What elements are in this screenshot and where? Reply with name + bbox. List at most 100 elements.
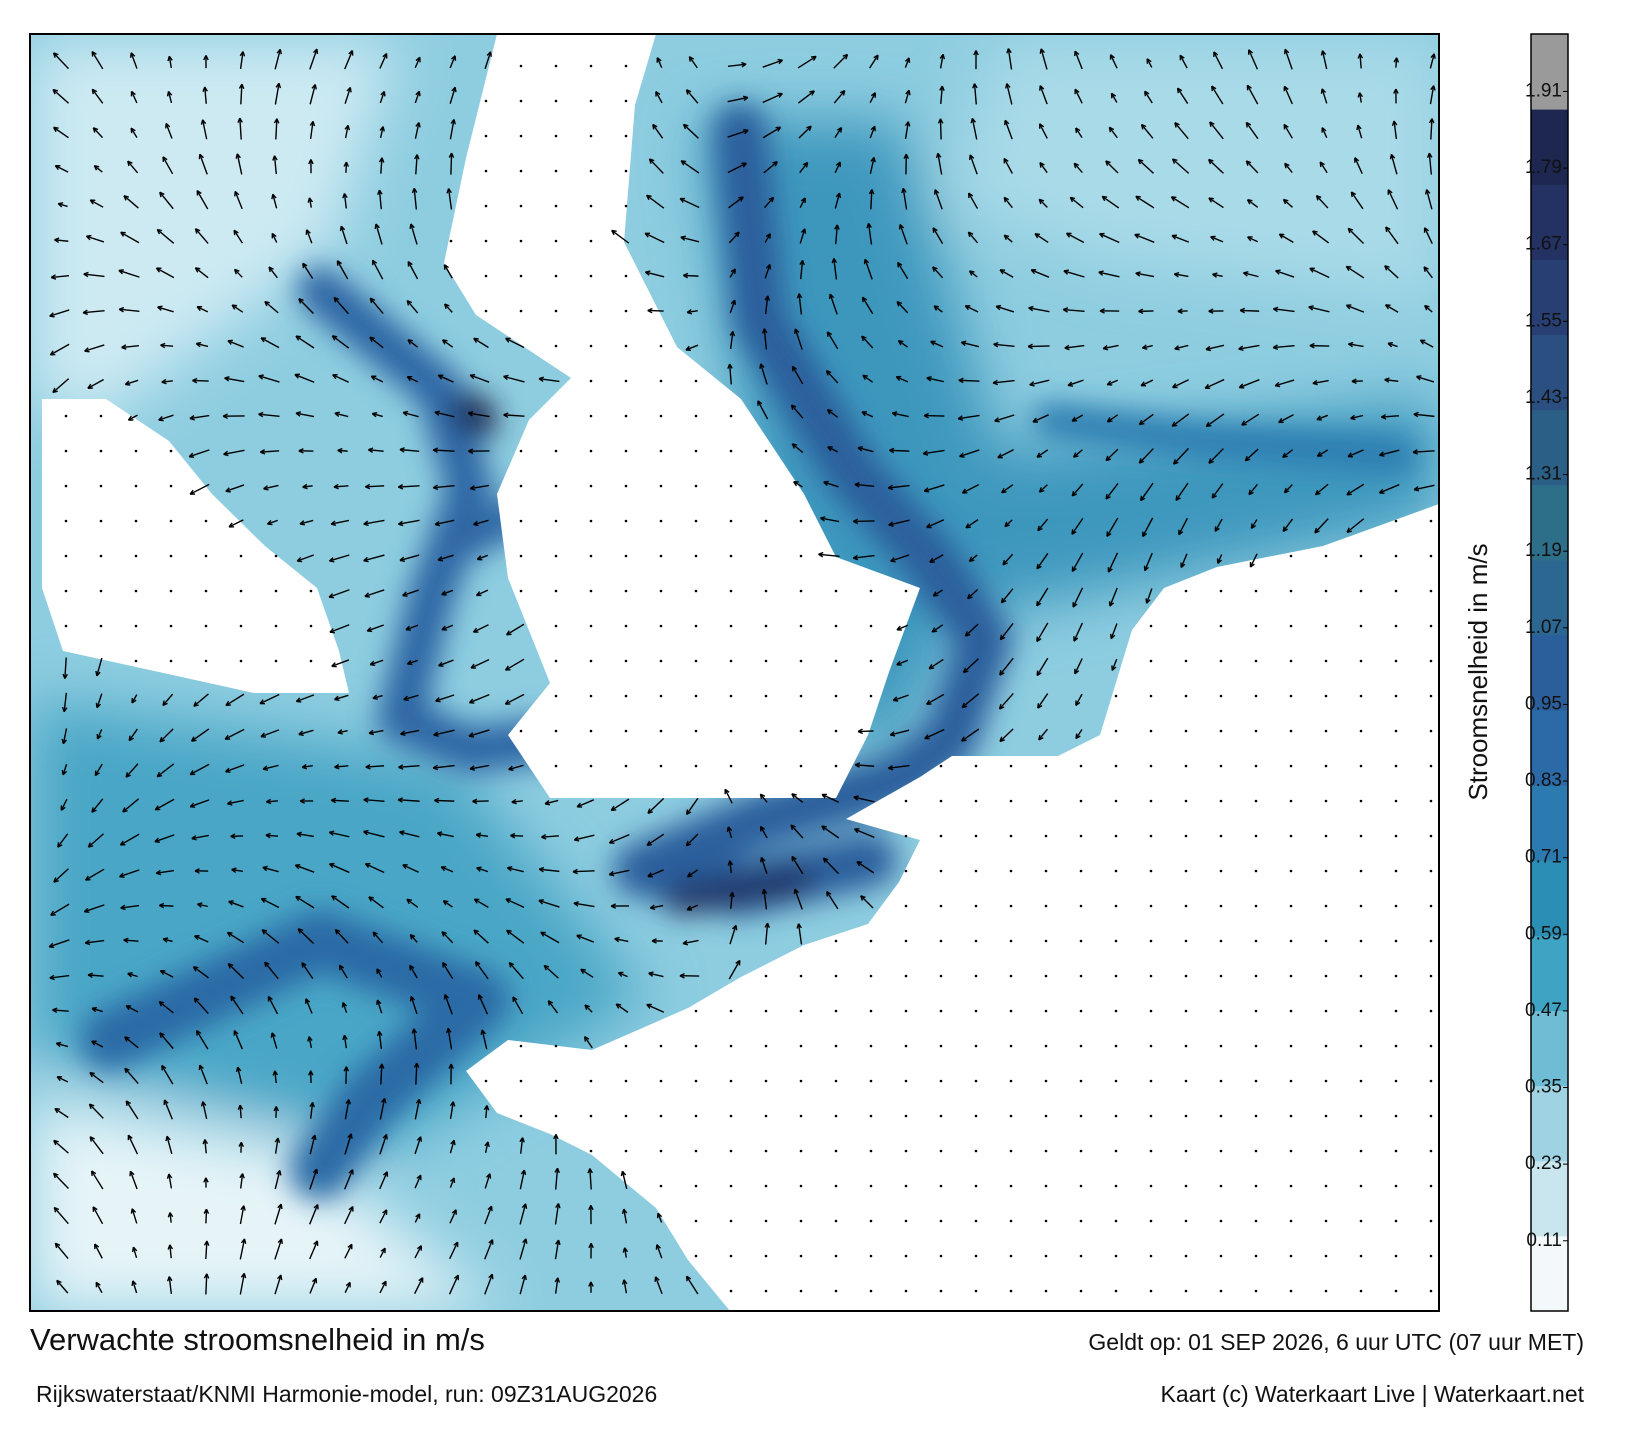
arrow-head xyxy=(863,258,870,265)
arrow-head xyxy=(729,891,735,898)
arrow-head xyxy=(399,556,406,563)
arrow-head xyxy=(1105,455,1112,462)
grid-dot xyxy=(1324,1219,1328,1223)
current-arrow xyxy=(896,659,909,666)
arrow-head xyxy=(368,729,375,736)
arrow-head xyxy=(343,1066,350,1072)
current-arrow xyxy=(1105,482,1119,500)
grid-dot xyxy=(834,1149,838,1153)
current-arrow xyxy=(191,728,210,742)
arrow-head xyxy=(52,88,59,95)
grid-dot xyxy=(1254,624,1258,628)
current-arrow xyxy=(1208,197,1224,209)
arrow-head xyxy=(91,1040,97,1046)
arrow-head xyxy=(765,233,771,239)
current-arrow xyxy=(449,55,456,69)
arrow-head xyxy=(367,447,374,453)
arrow-head xyxy=(196,306,203,312)
arrow-head xyxy=(588,1204,594,1211)
arrow-head xyxy=(89,1136,95,1142)
grid-dot xyxy=(694,449,698,453)
arrow-head xyxy=(54,1107,60,1114)
current-arrow xyxy=(1028,345,1050,348)
arrow-head xyxy=(198,1064,204,1071)
current-arrow xyxy=(576,934,595,943)
current-arrow xyxy=(225,764,245,773)
current-arrow xyxy=(92,1206,104,1225)
grid-dot xyxy=(659,589,663,593)
arrow-head xyxy=(311,1277,318,1284)
arrow-head xyxy=(468,732,475,738)
current-arrow xyxy=(853,520,875,523)
grid-dot xyxy=(449,239,453,243)
grid-dot xyxy=(554,1114,558,1118)
arrow-head xyxy=(369,297,376,304)
current-arrow xyxy=(683,274,699,277)
grid-dot xyxy=(1044,1219,1048,1223)
grid-dot xyxy=(869,1149,873,1153)
current-arrow xyxy=(331,659,350,667)
colorbar-tick-label: 1.79 xyxy=(1525,157,1562,178)
grid-dot xyxy=(764,624,768,628)
arrow-head xyxy=(1283,85,1289,92)
grid-dot xyxy=(729,519,733,523)
current-arrow xyxy=(728,960,741,980)
grid-dot xyxy=(589,449,593,453)
arrow-head xyxy=(413,1062,420,1068)
current-arrow xyxy=(615,1003,629,1013)
current-arrow xyxy=(379,1171,388,1190)
arrow-head xyxy=(743,128,749,135)
arrow-head xyxy=(307,197,314,203)
grid-dot xyxy=(1394,1184,1398,1188)
grid-dot xyxy=(694,624,698,628)
current-arrow xyxy=(1413,484,1435,491)
current-arrow xyxy=(1428,153,1433,175)
arrow-head xyxy=(398,764,404,770)
current-arrow xyxy=(1036,622,1049,642)
current-arrow xyxy=(476,867,489,873)
grid-dot xyxy=(764,1044,768,1048)
arrow-head xyxy=(1029,381,1035,387)
current-arrow xyxy=(1321,127,1328,138)
arrow-head xyxy=(1145,598,1151,604)
arrow-head xyxy=(1071,490,1078,497)
arrow-head xyxy=(727,363,733,369)
colorbar-band xyxy=(1531,259,1568,335)
grid-dot xyxy=(589,554,593,558)
current-arrow xyxy=(267,519,278,525)
arrow-head xyxy=(165,1135,171,1142)
grid-dot xyxy=(1079,764,1083,768)
grid-dot xyxy=(1359,729,1363,733)
grid-dot xyxy=(1184,1079,1188,1083)
current-arrow xyxy=(968,192,979,209)
current-arrow xyxy=(860,895,874,909)
grid-dot xyxy=(589,169,593,173)
arrow-head xyxy=(1171,234,1178,240)
grid-dot xyxy=(694,1114,698,1118)
current-arrow xyxy=(379,1209,388,1224)
grid-dot xyxy=(974,1044,978,1048)
arrow-head xyxy=(1316,415,1322,421)
current-arrow xyxy=(833,90,846,104)
current-arrow xyxy=(329,831,350,838)
grid-dot xyxy=(764,449,768,453)
arrow-head xyxy=(1381,413,1387,420)
arrow-head xyxy=(729,330,736,337)
arrow-head xyxy=(56,1279,62,1286)
current-arrow xyxy=(299,519,314,525)
current-arrow xyxy=(1316,414,1329,421)
current-arrow xyxy=(763,328,768,350)
arrow-head xyxy=(348,1169,354,1175)
arrow-head xyxy=(54,164,61,171)
current-arrow xyxy=(274,1238,283,1260)
arrow-head xyxy=(891,411,898,417)
current-arrow xyxy=(331,335,350,349)
arrow-head xyxy=(161,1064,167,1071)
current-arrow xyxy=(1135,195,1155,209)
colorbar-tick-label: 1.91 xyxy=(1525,80,1562,101)
arrow-head xyxy=(759,363,765,369)
current-arrow xyxy=(163,938,173,943)
arrow-head xyxy=(791,443,798,449)
arrow-head xyxy=(416,1174,422,1181)
current-arrow xyxy=(729,860,732,874)
